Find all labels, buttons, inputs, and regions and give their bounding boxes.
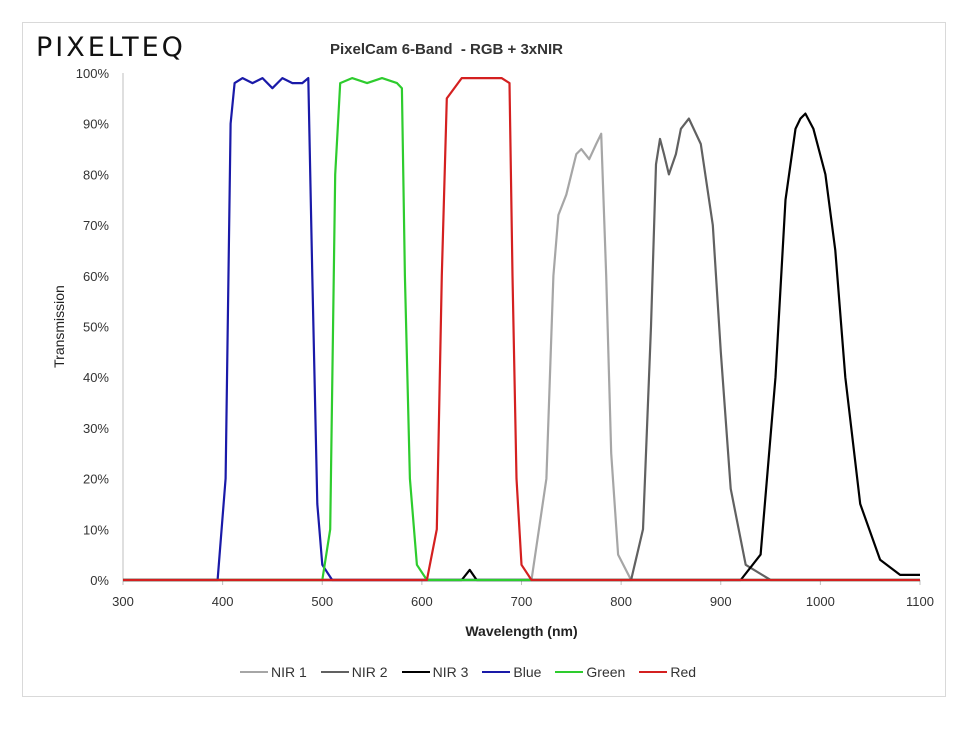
series-line-nir-2 [123, 117, 920, 582]
x-tick-label: 800 [610, 594, 632, 609]
y-tick-label: 0% [90, 573, 109, 588]
legend-label: Red [670, 664, 697, 680]
legend-item: NIR 2 [320, 664, 388, 680]
series-line-nir-3 [123, 112, 920, 582]
y-tick-label: 10% [83, 522, 109, 537]
series-line-nir-1 [123, 132, 920, 582]
y-tick-label: 100% [76, 66, 110, 81]
series-line-blue [123, 77, 920, 582]
y-tick-label: 30% [83, 421, 109, 436]
x-tick-label: 700 [511, 594, 533, 609]
y-tick-label: 80% [83, 167, 109, 182]
legend-swatch [320, 671, 349, 673]
y-tick-label: 70% [83, 218, 109, 233]
legend-item: Blue [482, 664, 541, 680]
x-tick-label: 400 [212, 594, 234, 609]
pixelteq-logo: PIXELTEQ [36, 32, 186, 63]
y-tick-label: 50% [83, 320, 109, 335]
legend-label: NIR 3 [432, 664, 469, 680]
legend-swatch [401, 671, 430, 673]
legend-swatch [482, 671, 511, 673]
y-tick-label: 20% [83, 472, 109, 487]
legend-item: NIR 3 [401, 664, 469, 680]
legend-label: Blue [513, 664, 542, 680]
x-tick-label: 1100 [906, 594, 934, 609]
legend-label: Green [586, 664, 626, 680]
chart-frame [22, 22, 946, 697]
series-line-green [123, 77, 920, 582]
y-tick-label: 90% [83, 117, 109, 132]
legend-item: Green [555, 664, 625, 680]
legend: NIR 1 NIR 2 NIR 3 Blue Green Red [240, 664, 696, 680]
y-tick-label: 40% [83, 370, 109, 385]
y-tick-label: 60% [83, 269, 109, 284]
x-axis-title: Wavelength (nm) [465, 623, 577, 639]
legend-swatch [639, 671, 668, 673]
series-line-red [123, 77, 920, 582]
chart-title: PixelCam 6-Band - RGB + 3xNIR [330, 41, 563, 58]
x-tick-label: 500 [311, 594, 333, 609]
legend-label: NIR 2 [351, 664, 388, 680]
y-axis-title: Transmission [51, 285, 67, 368]
legend-swatch [240, 671, 268, 673]
x-tick-label: 900 [710, 594, 732, 609]
x-tick-label: 600 [411, 594, 433, 609]
legend-swatch [555, 671, 584, 673]
legend-item: Red [639, 664, 696, 680]
legend-item: NIR 1 [240, 664, 307, 680]
x-tick-label: 1000 [806, 594, 835, 609]
x-tick-label: 300 [112, 594, 134, 609]
legend-label: NIR 1 [271, 664, 307, 680]
